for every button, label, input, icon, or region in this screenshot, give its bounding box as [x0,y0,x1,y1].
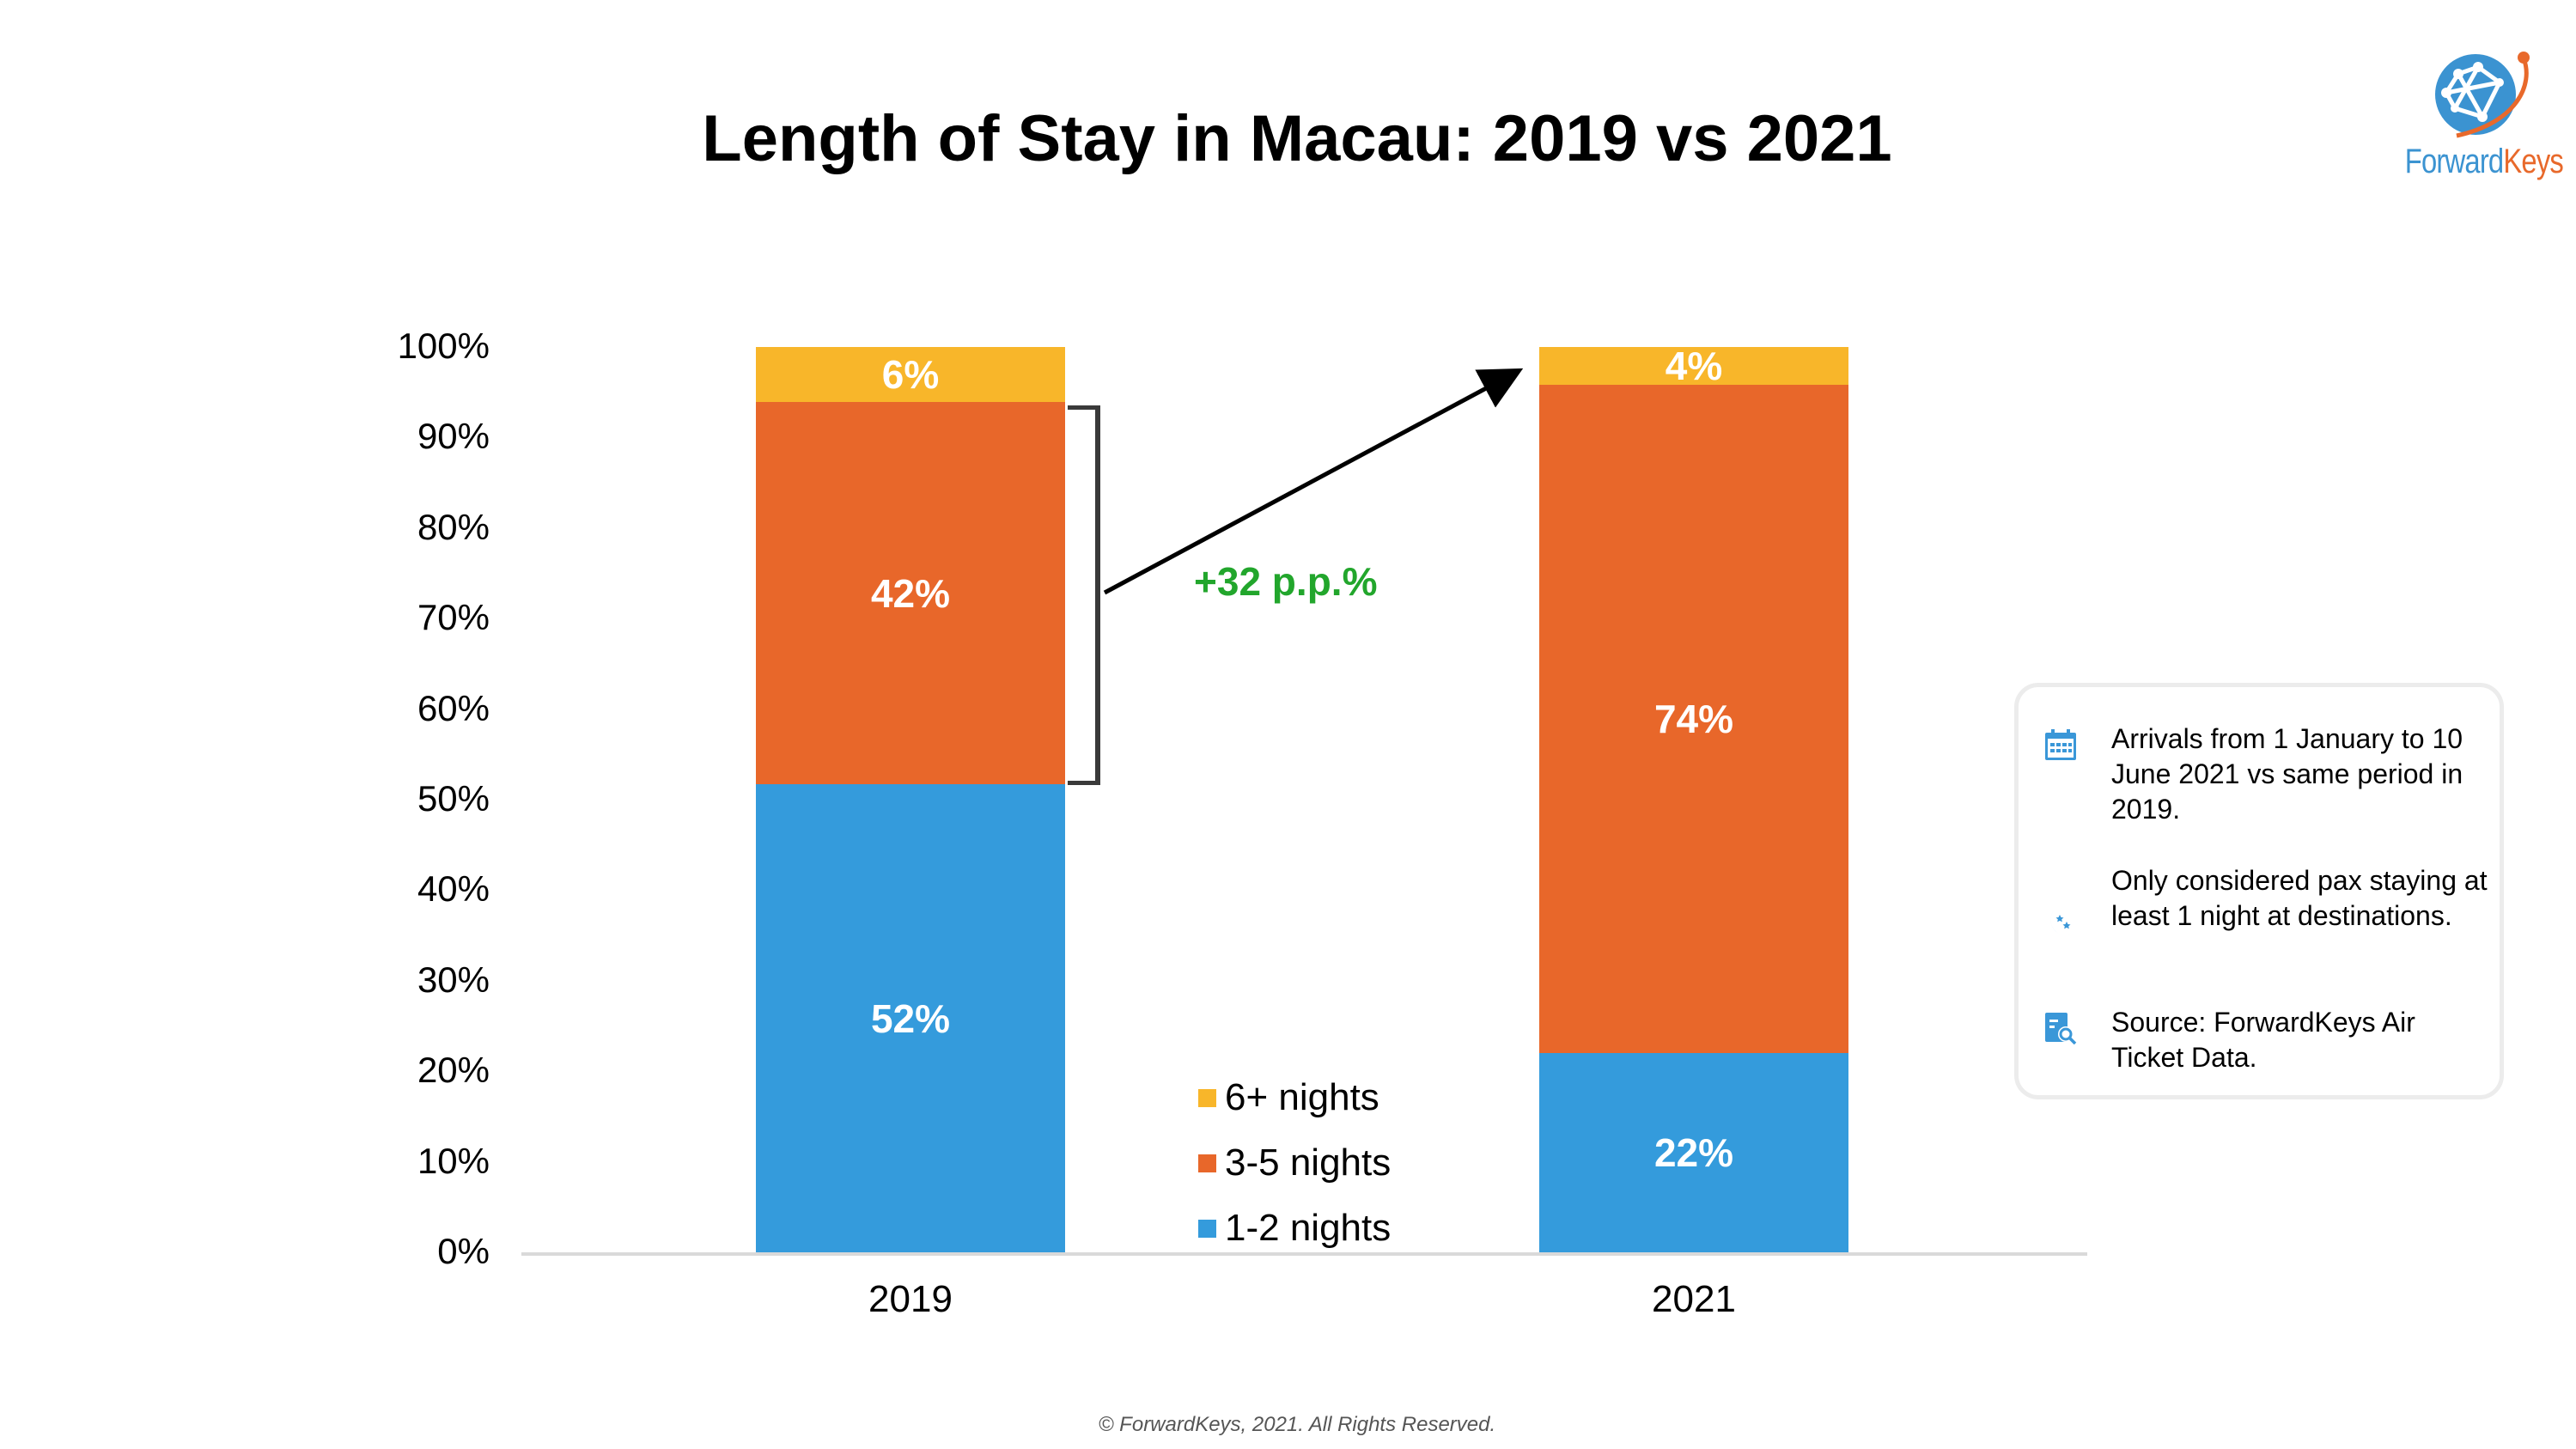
logo-wordmark: ForwardKeys [2404,143,2564,181]
legend-label: 3-5 nights [1225,1142,1392,1184]
legend-swatch [1198,1219,1216,1238]
arrow-icon [1103,368,1524,595]
info-text: Arrivals from 1 January to 10 June 2021 … [2111,723,2463,825]
x-axis-line [521,1252,2087,1256]
info-text: Only considered pax staying at least 1 n… [2111,865,2488,931]
y-tick: 20% [417,1050,490,1090]
x-tick-2021: 2021 [1652,1278,1736,1320]
logo-text-keys: Keys [2503,143,2564,180]
forwardkeys-logo: ForwardKeys [2396,50,2564,187]
bar-2021: 4% 74% 22% [1539,344,1848,1252]
legend-item-6plus-nights: 6+ nights [1198,1065,1391,1130]
bracket-3-5-nights-2019 [1068,405,1100,785]
y-tick: 60% [417,688,490,728]
chart-title: Length of Stay in Macau: 2019 vs 2021 [702,102,1892,175]
legend-label: 6+ nights [1225,1076,1379,1118]
legend-swatch [1198,1088,1216,1107]
y-tick: 80% [417,507,490,547]
globe-network-icon [2435,52,2530,138]
segment-3-5-nights: 42% [756,402,1065,784]
calendar-icon [2045,729,2076,760]
segment-1-2-nights: 52% [756,784,1065,1252]
y-tick: 70% [417,597,490,637]
bar-2019: 6% 42% 52% [756,347,1065,1252]
segment-label: 42% [870,570,951,616]
copyright-footer: © ForwardKeys, 2021. All Rights Reserved… [1098,1413,1496,1436]
logo-text-forward: Forward [2404,143,2504,180]
legend-swatch [1198,1154,1216,1172]
y-tick: 10% [417,1141,490,1181]
document-search-icon [2045,1013,2077,1044]
y-tick: 30% [417,959,490,1000]
y-tick: 100% [397,326,490,366]
segment-label: 74% [1653,697,1734,741]
legend: 6+ nights 3-5 nights 1-2 nights [1198,1065,1391,1261]
y-tick: 40% [417,868,490,909]
legend-label: 1-2 nights [1225,1207,1392,1249]
segment-label: 52% [870,995,951,1041]
legend-item-1-2-nights: 1-2 nights [1198,1196,1391,1261]
segment-label: 6% [881,352,940,397]
x-tick-2019: 2019 [868,1278,953,1320]
segment-label: 4% [1665,344,1723,388]
info-text: Source: ForwardKeys Air Ticket Data. [2111,1007,2415,1073]
moon-stars-icon [2050,908,2076,936]
y-tick: 90% [417,416,490,456]
y-tick: 0% [437,1231,490,1271]
segment-3-5-nights: 74% [1539,385,1848,1053]
change-annotation: +32 p.p.% [1194,559,1378,604]
y-tick: 50% [417,778,490,819]
segment-label: 22% [1653,1130,1734,1175]
segment-1-2-nights: 22% [1539,1053,1848,1252]
segment-6plus-nights: 4% [1539,344,1848,388]
segment-6plus-nights: 6% [756,347,1065,402]
info-box: Arrivals from 1 January to 10 June 2021 … [2014,683,2504,1099]
legend-item-3-5-nights: 3-5 nights [1198,1130,1391,1196]
